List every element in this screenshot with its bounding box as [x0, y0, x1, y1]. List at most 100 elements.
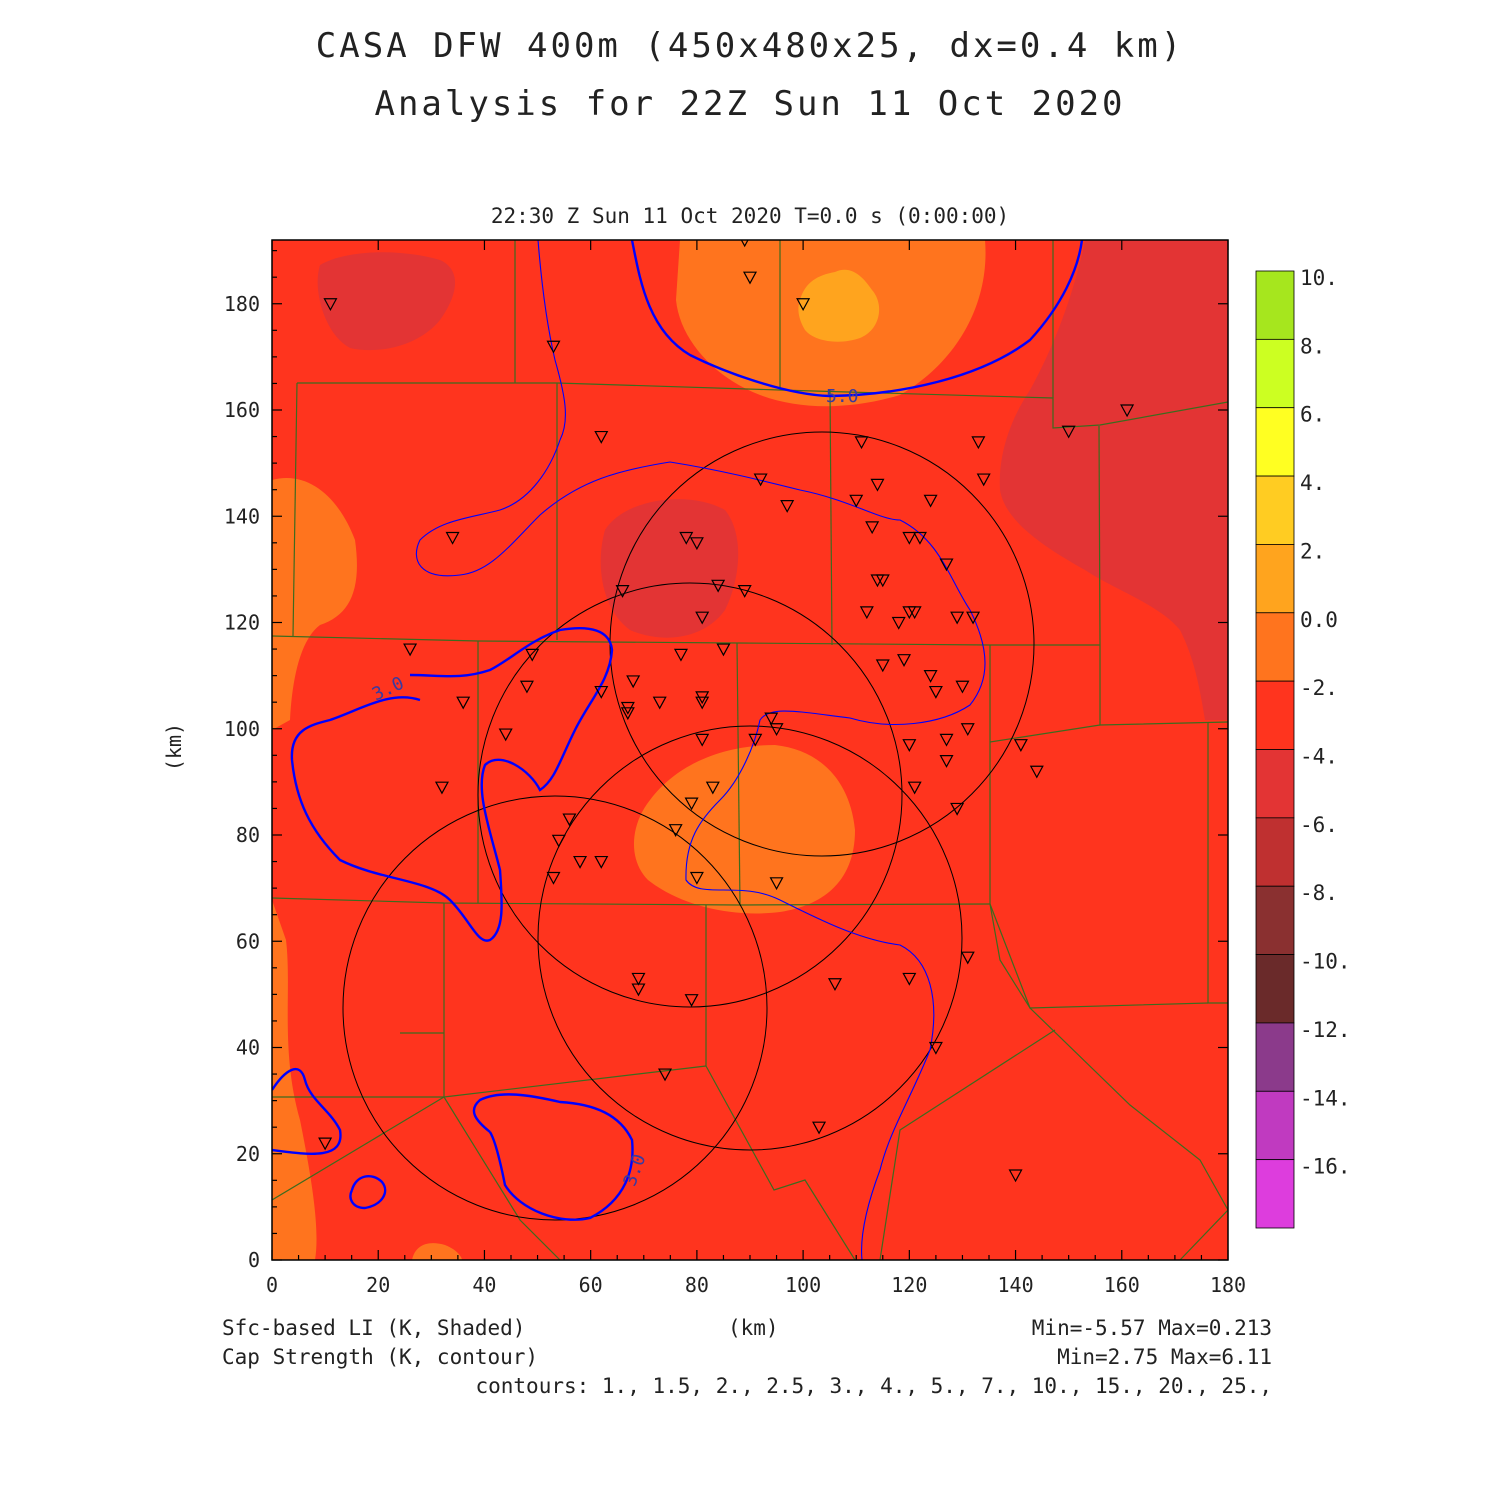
- y-tick-label: 100: [224, 717, 260, 741]
- colorbar-label: -12.: [1300, 1018, 1351, 1042]
- station-marker-67: [907, 781, 922, 795]
- colorbar-label: 8.: [1300, 334, 1325, 358]
- station-marker-84: [658, 1068, 673, 1082]
- station-marker-20: [902, 531, 917, 545]
- colorbar: 10. 8. 6. 4. 2. 0.0 -2. -4. -6. -8. -10. -12. -14. -1…: [1255, 266, 1351, 1229]
- y-axis: 0 20 40 60 80 100 120 140 160 180: [224, 250, 1228, 1272]
- station-marker-17: [865, 521, 880, 535]
- station-marker-68: [562, 813, 577, 827]
- station-marker-0: [323, 298, 338, 312]
- station-marker-79: [631, 983, 646, 997]
- station-markers: [318, 240, 1135, 1183]
- colorbar-label: -16.: [1300, 1155, 1351, 1179]
- colorbar-label: -4.: [1300, 745, 1338, 769]
- station-marker-45: [519, 680, 534, 694]
- colorbar-label: -6.: [1300, 813, 1338, 837]
- station-marker-76: [950, 802, 965, 816]
- x-tick-label: 100: [785, 1273, 821, 1297]
- y-tick-label: 120: [224, 611, 260, 635]
- x-tick-label: 160: [1104, 1273, 1140, 1297]
- colorbar-swatch: [1255, 885, 1295, 955]
- range-ring-3: [537, 725, 963, 1151]
- li-shade-warm-center: [633, 745, 855, 914]
- y-tick-label: 0: [248, 1248, 260, 1272]
- colorbar-label: 0.0: [1300, 608, 1338, 632]
- x-axis: 0 20 40 60 80 100 120 140 160 180: [266, 240, 1246, 1297]
- li-shade-cool-center: [600, 499, 739, 638]
- station-marker-52: [695, 696, 710, 710]
- caption-cs-minmax: Min=2.75 Max=6.11: [1057, 1345, 1272, 1369]
- station-marker-40: [897, 654, 912, 667]
- colorbar-swatch: [1255, 270, 1295, 340]
- station-marker-65: [684, 797, 699, 811]
- station-marker-33: [950, 611, 965, 625]
- range-ring-2: [477, 582, 903, 1008]
- station-marker-9: [854, 436, 869, 450]
- colorbar-swatch: [1255, 749, 1295, 819]
- x-tick-label: 0: [266, 1273, 278, 1297]
- x-axis-label: (km): [728, 1316, 779, 1340]
- station-marker-39: [875, 659, 890, 673]
- colorbar-label: 6.: [1300, 403, 1325, 427]
- colorbar-swatch: [1255, 612, 1295, 682]
- station-marker-7: [1061, 425, 1076, 439]
- li-shade-hot-north: [798, 269, 880, 342]
- station-marker-58: [902, 739, 917, 752]
- station-marker-54: [769, 723, 784, 737]
- y-tick-label: 20: [236, 1142, 260, 1166]
- colorbar-swatch: [1255, 1022, 1295, 1092]
- li-shade-cool-east: [999, 240, 1228, 720]
- station-marker-49: [626, 675, 641, 689]
- station-marker-75: [769, 877, 784, 891]
- li-shade-warm-southwest: [272, 900, 317, 1260]
- x-tick-label: 40: [472, 1273, 496, 1297]
- shaded-field: [272, 240, 1228, 1260]
- contour-3-small: [349, 1174, 387, 1210]
- station-marker-28: [695, 611, 710, 625]
- colorbar-swatch: [1255, 544, 1295, 614]
- x-tick-label: 20: [366, 1273, 390, 1297]
- caption-cap-strength: Cap Strength (K, contour): [222, 1345, 539, 1369]
- caption-contour-levels: contours: 1., 1.5, 2., 2.5, 3., 4., 5., …: [475, 1374, 1272, 1398]
- li-shade-cool-northwest: [317, 252, 456, 351]
- colorbar-swatch: [1255, 954, 1295, 1024]
- plot-title-line2: Analysis for 22Z Sun 11 Oct 2020: [374, 84, 1126, 124]
- caption-li-minmax: Min=-5.57 Max=0.213: [1031, 1316, 1272, 1340]
- station-marker-32: [907, 606, 922, 620]
- colorbar-swatch: [1255, 680, 1295, 750]
- colorbar-swatch: [1255, 475, 1295, 545]
- station-marker-24: [875, 574, 890, 588]
- station-marker-11: [976, 473, 991, 487]
- station-marker-82: [902, 972, 917, 986]
- station-marker-21: [912, 531, 927, 545]
- station-marker-14: [849, 494, 864, 508]
- station-marker-55: [748, 733, 763, 747]
- station-marker-3: [742, 271, 758, 285]
- x-tick-label: 80: [685, 1273, 709, 1297]
- range-ring-4: [342, 795, 768, 1221]
- colorbar-swatch: [1255, 407, 1295, 477]
- station-marker-57: [498, 728, 513, 742]
- x-tick-label: 140: [997, 1273, 1033, 1297]
- station-marker-30: [891, 616, 906, 630]
- contour-thin-north: [415, 240, 986, 1260]
- colorbar-label: -14.: [1300, 1086, 1351, 1110]
- station-marker-48: [620, 701, 635, 715]
- station-marker-78: [631, 972, 646, 986]
- station-marker-13: [780, 500, 795, 513]
- station-marker-35: [403, 643, 418, 657]
- colorbar-label: -2.: [1300, 676, 1338, 700]
- y-tick-label: 160: [224, 398, 260, 422]
- station-marker-85: [812, 1121, 827, 1135]
- station-marker-74: [689, 871, 704, 885]
- station-marker-69: [551, 834, 566, 848]
- contour-5-north: [630, 240, 1084, 398]
- station-marker-86: [318, 1137, 333, 1151]
- station-marker-36: [525, 648, 540, 662]
- station-marker-47: [620, 707, 635, 721]
- x-tick-label: 60: [579, 1273, 603, 1297]
- y-tick-label: 40: [236, 1036, 260, 1060]
- contour-label-5: 5.0: [826, 386, 859, 407]
- y-tick-label: 60: [236, 929, 260, 953]
